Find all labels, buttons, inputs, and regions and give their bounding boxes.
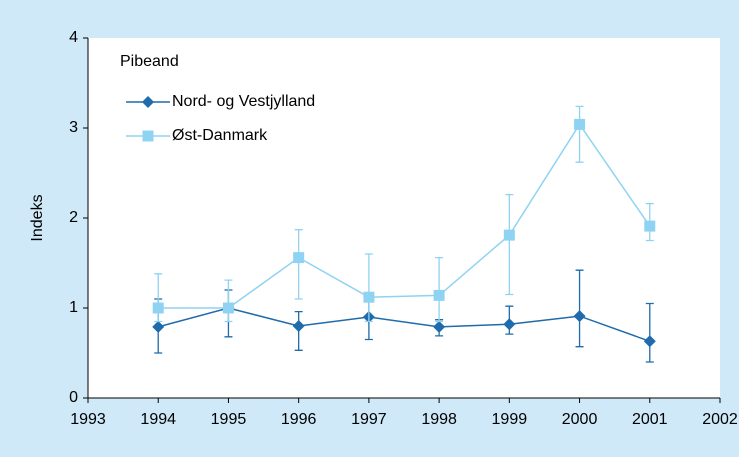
legend-label: Øst-Danmark bbox=[172, 127, 268, 144]
y-tick-label: 1 bbox=[69, 299, 78, 316]
error-bar bbox=[294, 229, 303, 300]
y-tick-label: 0 bbox=[69, 389, 78, 406]
marker bbox=[293, 252, 305, 264]
marker bbox=[503, 318, 516, 331]
marker bbox=[574, 118, 586, 130]
x-tick-label: 1993 bbox=[70, 411, 106, 428]
marker bbox=[433, 289, 445, 301]
x-tick-label: 2001 bbox=[632, 411, 668, 428]
error-bar bbox=[154, 273, 163, 323]
error-bar bbox=[435, 256, 444, 323]
x-tick-label: 1996 bbox=[281, 411, 317, 428]
x-tick-label: 2000 bbox=[562, 411, 598, 428]
error-bar bbox=[505, 193, 514, 296]
series-line bbox=[158, 123, 651, 309]
error-bar bbox=[575, 105, 584, 163]
marker bbox=[643, 335, 656, 348]
x-tick-label: 1995 bbox=[211, 411, 247, 428]
marker bbox=[363, 291, 375, 303]
marker bbox=[573, 310, 586, 323]
x-tick-label: 1998 bbox=[421, 411, 457, 428]
marker bbox=[292, 320, 305, 332]
x-tick-label: 1994 bbox=[140, 411, 176, 428]
y-axis-label: Indeks bbox=[29, 194, 46, 241]
marker bbox=[222, 302, 234, 314]
x-tick-label: 2002 bbox=[702, 411, 738, 428]
plot-area bbox=[88, 38, 720, 398]
error-bar bbox=[575, 269, 584, 348]
marker bbox=[152, 302, 164, 314]
y-tick-label: 3 bbox=[69, 119, 78, 136]
annotation: Pibeand bbox=[120, 53, 179, 70]
error-bar bbox=[364, 253, 373, 323]
x-tick-label: 1997 bbox=[351, 411, 387, 428]
legend-marker bbox=[142, 130, 154, 142]
y-tick-label: 2 bbox=[69, 209, 78, 226]
error-bar bbox=[224, 279, 233, 323]
error-bar bbox=[645, 302, 654, 363]
series-line bbox=[158, 307, 651, 343]
legend-marker bbox=[142, 96, 154, 108]
y-tick-label: 4 bbox=[69, 29, 78, 46]
marker bbox=[503, 229, 515, 241]
marker bbox=[152, 320, 165, 333]
x-tick-label: 1999 bbox=[492, 411, 528, 428]
legend-label: Nord- og Vestjylland bbox=[172, 93, 315, 110]
marker bbox=[644, 220, 656, 232]
marker bbox=[433, 320, 446, 333]
